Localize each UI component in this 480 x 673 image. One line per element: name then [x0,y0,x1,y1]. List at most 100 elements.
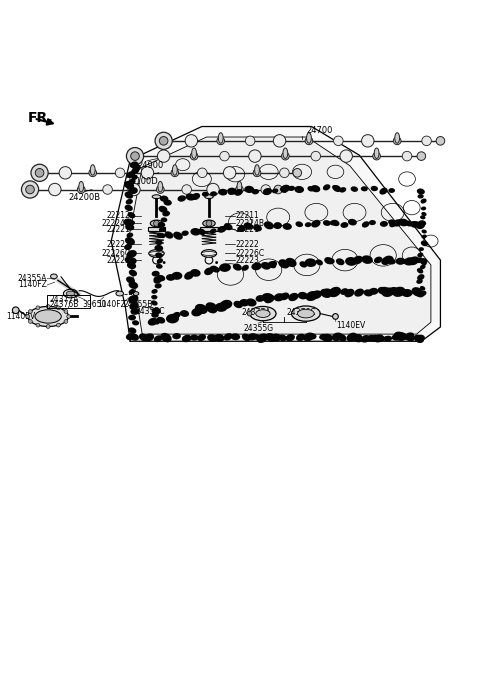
Ellipse shape [394,332,406,341]
Ellipse shape [126,147,144,165]
Text: 22212: 22212 [107,211,130,220]
Ellipse shape [150,220,163,227]
Ellipse shape [132,175,138,180]
Ellipse shape [128,187,138,194]
Ellipse shape [128,212,135,218]
Ellipse shape [130,302,139,310]
Ellipse shape [404,332,414,341]
Text: 1140FZ: 1140FZ [97,300,126,309]
Ellipse shape [320,289,332,298]
Ellipse shape [280,168,289,178]
Ellipse shape [417,252,423,257]
Text: FR.: FR. [28,111,53,125]
Ellipse shape [233,301,243,308]
Ellipse shape [190,334,199,341]
Ellipse shape [124,181,134,189]
Ellipse shape [156,240,163,245]
Ellipse shape [151,289,157,294]
Ellipse shape [294,186,304,193]
Ellipse shape [129,289,135,295]
Ellipse shape [154,276,162,283]
Ellipse shape [252,262,262,271]
Ellipse shape [274,185,282,194]
Ellipse shape [262,293,274,302]
Ellipse shape [280,184,290,192]
Ellipse shape [370,334,379,342]
Ellipse shape [247,333,257,341]
Ellipse shape [28,310,32,314]
Ellipse shape [197,334,206,341]
Ellipse shape [185,135,198,147]
Ellipse shape [421,234,427,239]
Ellipse shape [272,188,278,193]
Ellipse shape [296,334,305,341]
Ellipse shape [388,258,396,264]
Ellipse shape [64,320,68,323]
Ellipse shape [36,306,40,310]
Ellipse shape [415,257,423,263]
Ellipse shape [128,295,139,304]
Ellipse shape [35,310,61,323]
FancyArrowPatch shape [36,119,53,125]
Ellipse shape [380,221,388,227]
Ellipse shape [89,169,96,176]
Ellipse shape [311,151,321,161]
Ellipse shape [124,244,132,250]
Ellipse shape [252,334,260,340]
Ellipse shape [311,185,320,192]
Ellipse shape [206,221,212,226]
Ellipse shape [305,291,318,301]
Ellipse shape [402,151,412,161]
Ellipse shape [63,289,78,298]
Ellipse shape [303,332,314,341]
Ellipse shape [405,221,413,227]
Ellipse shape [201,250,216,257]
Ellipse shape [162,211,170,217]
Ellipse shape [369,288,378,295]
Ellipse shape [396,332,407,341]
Ellipse shape [307,186,315,192]
Ellipse shape [410,221,417,226]
Ellipse shape [220,151,229,161]
Ellipse shape [374,256,383,263]
Ellipse shape [204,194,213,199]
Ellipse shape [242,334,251,341]
Ellipse shape [161,217,168,222]
Ellipse shape [148,318,158,326]
Ellipse shape [388,188,395,193]
Text: 22224B: 22224B [235,219,264,228]
Ellipse shape [155,133,172,149]
Ellipse shape [218,226,227,232]
Ellipse shape [205,302,217,312]
Ellipse shape [421,240,428,246]
Ellipse shape [420,260,427,265]
Ellipse shape [126,333,135,341]
Ellipse shape [166,274,175,281]
Ellipse shape [421,229,427,234]
Ellipse shape [416,291,424,297]
Ellipse shape [340,222,348,228]
Ellipse shape [305,137,313,145]
Text: 1140FZ: 1140FZ [18,281,47,289]
Ellipse shape [281,152,289,160]
Ellipse shape [115,168,125,178]
Ellipse shape [151,300,157,306]
Ellipse shape [155,245,163,251]
Ellipse shape [151,312,159,318]
Ellipse shape [66,291,75,296]
Ellipse shape [268,260,277,268]
Ellipse shape [126,199,133,205]
Ellipse shape [328,287,341,297]
Ellipse shape [340,288,348,295]
Ellipse shape [130,333,139,341]
Ellipse shape [48,183,61,196]
Ellipse shape [273,223,282,229]
Ellipse shape [388,219,396,225]
Ellipse shape [157,150,170,162]
Ellipse shape [305,258,316,267]
Ellipse shape [247,311,252,316]
Ellipse shape [149,252,164,255]
Ellipse shape [278,259,289,269]
Ellipse shape [265,333,276,342]
Ellipse shape [392,287,406,297]
